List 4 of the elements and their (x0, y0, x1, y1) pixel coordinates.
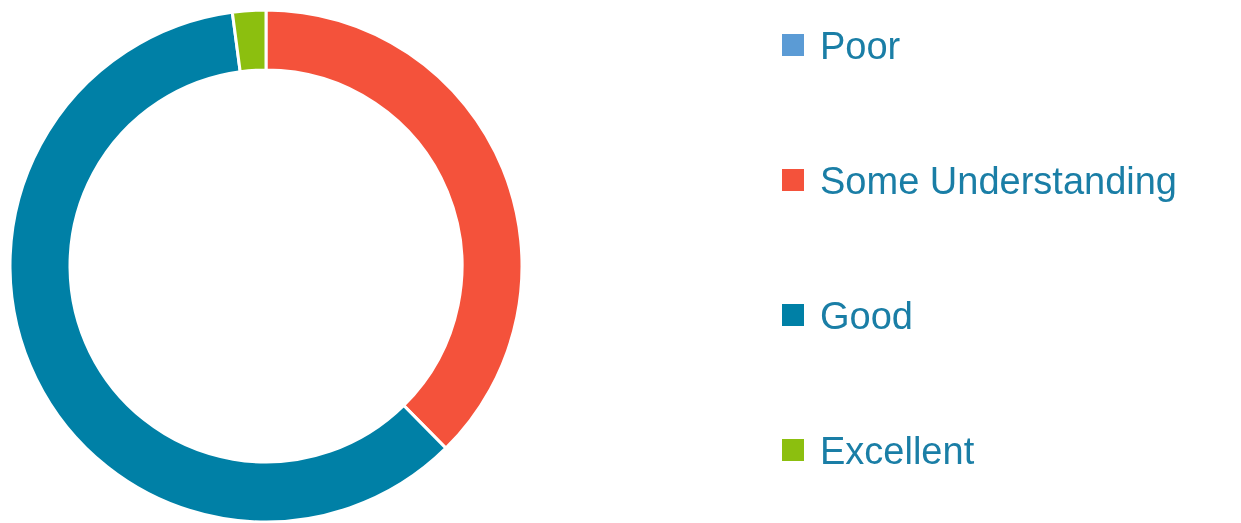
legend-label: Excellent (820, 429, 975, 472)
legend-label: Good (820, 294, 913, 337)
legend-label: Some Understanding (820, 159, 1177, 202)
legend-label: Poor (820, 24, 901, 67)
